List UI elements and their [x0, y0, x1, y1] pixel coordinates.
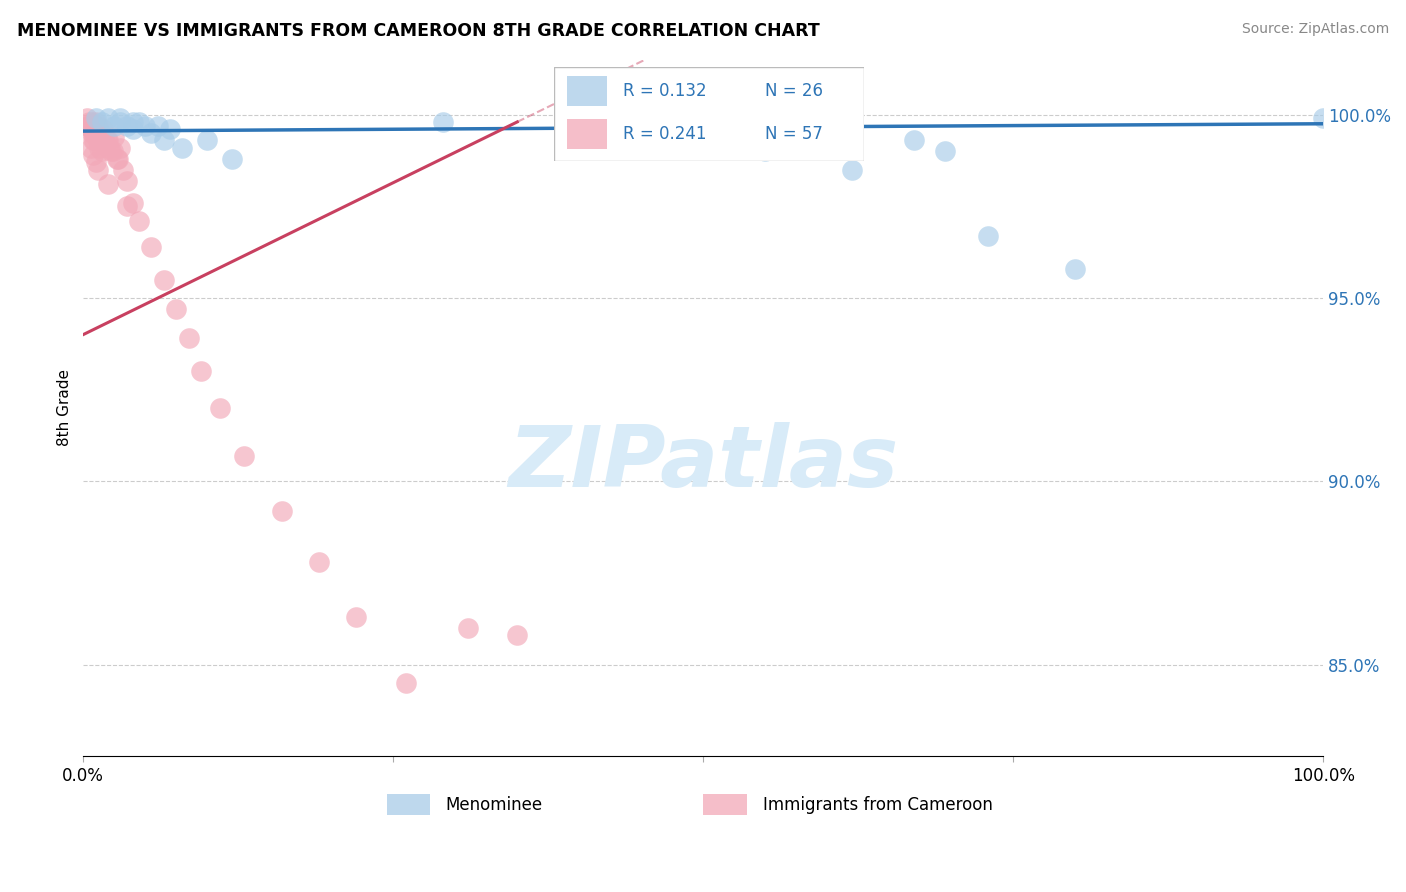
Point: [1064, 261, 1087, 276]
Point: [457, 621, 479, 635]
Point: [80, 140, 103, 154]
Point: [208, 401, 231, 415]
Point: [96, 133, 118, 147]
FancyBboxPatch shape: [387, 795, 430, 815]
Point: [110, 112, 132, 126]
Text: MENOMINEE VS IMMIGRANTS FROM CAMEROON 8TH GRADE CORRELATION CHART: MENOMINEE VS IMMIGRANTS FROM CAMEROON 8T…: [17, 22, 820, 40]
Point: [115, 199, 138, 213]
Point: [90, 126, 112, 140]
Point: [172, 140, 194, 154]
Point: [82, 119, 104, 133]
Point: [110, 115, 132, 129]
Point: [110, 140, 132, 154]
Text: Source: ZipAtlas.com: Source: ZipAtlas.com: [1241, 22, 1389, 37]
Point: [754, 145, 776, 159]
Point: [195, 133, 218, 147]
Point: [934, 145, 956, 159]
Point: [432, 115, 454, 129]
Point: [76, 112, 98, 126]
Point: [395, 676, 418, 690]
Point: [115, 173, 138, 187]
Point: [84, 155, 107, 169]
Point: [90, 133, 112, 147]
Point: [87, 162, 110, 177]
Point: [159, 122, 181, 136]
Point: [82, 133, 104, 147]
Point: [122, 122, 145, 136]
Point: [134, 119, 156, 133]
Point: [122, 115, 145, 129]
Text: Menominee: Menominee: [446, 796, 543, 814]
Text: ZIPatlas: ZIPatlas: [508, 422, 898, 505]
Point: [77, 119, 100, 133]
Point: [153, 272, 176, 286]
Point: [122, 195, 145, 210]
Point: [79, 115, 101, 129]
Point: [165, 301, 187, 316]
Point: [79, 119, 101, 133]
FancyBboxPatch shape: [703, 795, 747, 815]
Point: [83, 122, 105, 136]
Y-axis label: 8th Grade: 8th Grade: [58, 369, 72, 446]
Point: [233, 449, 256, 463]
Point: [270, 503, 292, 517]
Point: [107, 152, 129, 166]
Point: [97, 178, 120, 192]
Point: [86, 126, 108, 140]
Point: [141, 239, 163, 253]
Point: [97, 112, 120, 126]
Point: [80, 115, 103, 129]
Point: [91, 136, 114, 151]
Point: [84, 112, 107, 126]
Point: [87, 119, 110, 133]
Point: [190, 364, 212, 378]
Point: [153, 133, 176, 147]
Point: [128, 115, 150, 129]
Point: [506, 628, 529, 642]
Point: [115, 119, 138, 133]
Point: [105, 152, 128, 166]
Point: [1312, 112, 1334, 126]
Point: [103, 129, 125, 144]
Point: [80, 126, 103, 140]
Point: [841, 162, 863, 177]
Point: [177, 331, 200, 345]
Point: [97, 133, 120, 147]
Point: [903, 133, 925, 147]
Point: [101, 145, 124, 159]
Point: [308, 555, 330, 569]
Point: [103, 119, 125, 133]
Point: [111, 162, 134, 177]
Point: [146, 119, 169, 133]
Point: [100, 145, 122, 159]
Point: [83, 133, 105, 147]
Point: [80, 122, 103, 136]
Point: [89, 129, 111, 144]
Point: [141, 126, 163, 140]
Point: [82, 148, 104, 162]
Point: [94, 136, 117, 151]
Point: [977, 228, 1000, 243]
Point: [344, 610, 367, 624]
Point: [90, 145, 112, 159]
Point: [84, 129, 107, 144]
Point: [91, 122, 114, 136]
Text: Immigrants from Cameroon: Immigrants from Cameroon: [762, 796, 993, 814]
Point: [221, 152, 243, 166]
Point: [89, 140, 111, 154]
Point: [87, 133, 110, 147]
Point: [128, 214, 150, 228]
Point: [98, 140, 121, 154]
Point: [84, 115, 107, 129]
Point: [93, 129, 115, 144]
Point: [90, 115, 112, 129]
